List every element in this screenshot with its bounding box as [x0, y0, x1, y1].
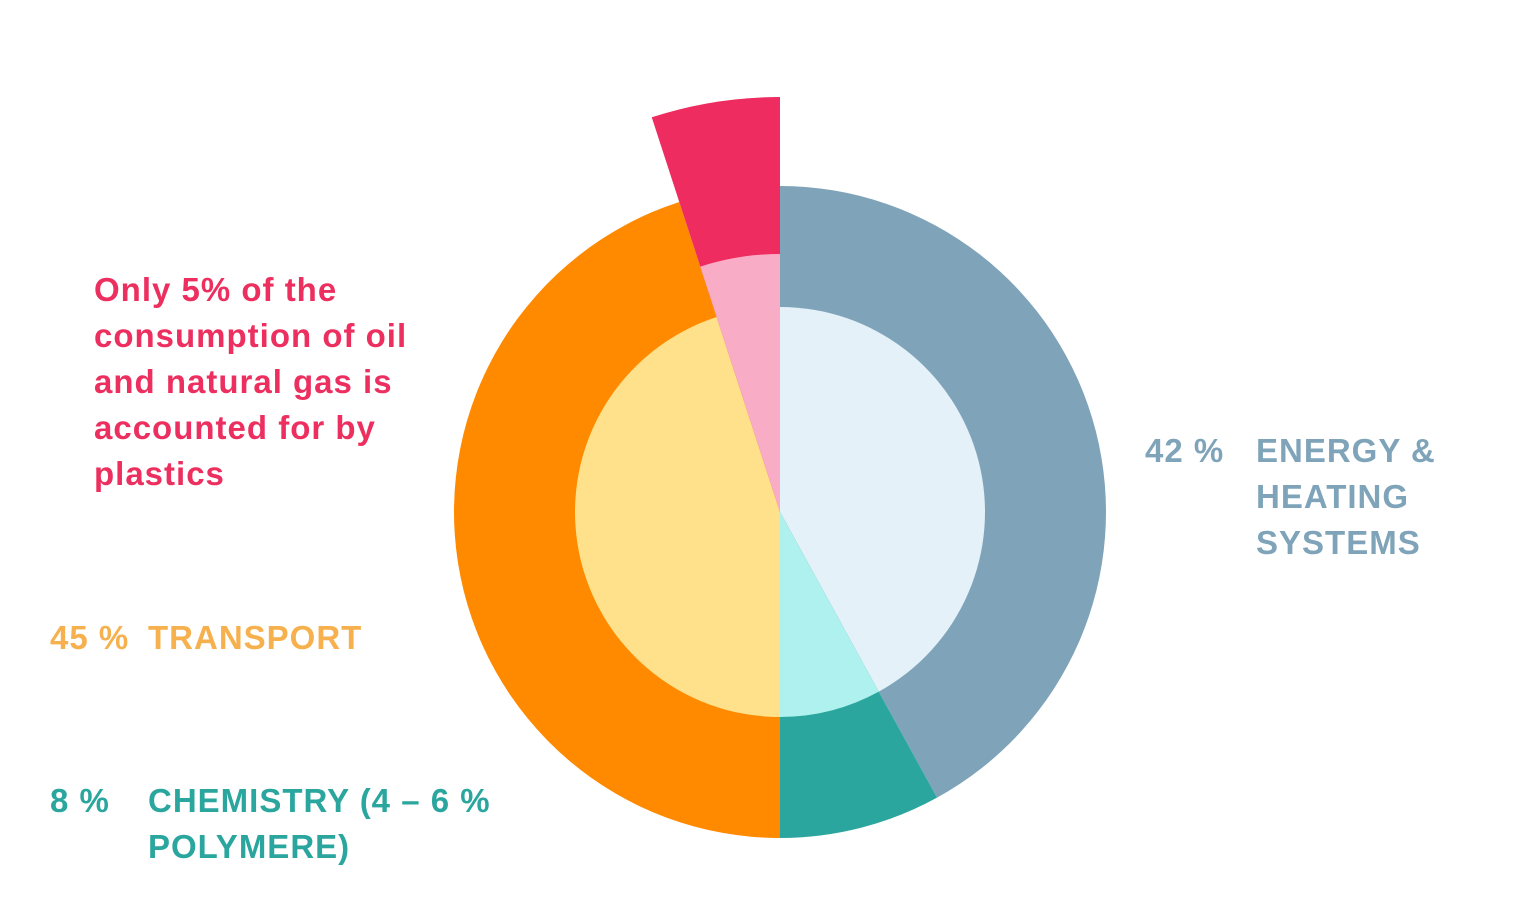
pie-slice-inner [700, 254, 780, 512]
pie-slice-inner [574, 317, 780, 717]
value-label: 8 % [50, 782, 110, 819]
category-label: TRANSPORT [148, 619, 363, 656]
pie [454, 97, 1106, 839]
value-label: 45 % [50, 619, 130, 656]
category-label: ENERGY & HEATING SYSTEMS [1256, 432, 1436, 561]
annotation: Only 5% of the consumption of oil and na… [94, 271, 408, 492]
category-label: CHEMISTRY (4 – 6 % POLYMERE) [148, 782, 491, 865]
pie-slice-inner [780, 512, 879, 717]
value-label: 42 % [1145, 432, 1225, 469]
pie-slice-inner [780, 307, 985, 692]
